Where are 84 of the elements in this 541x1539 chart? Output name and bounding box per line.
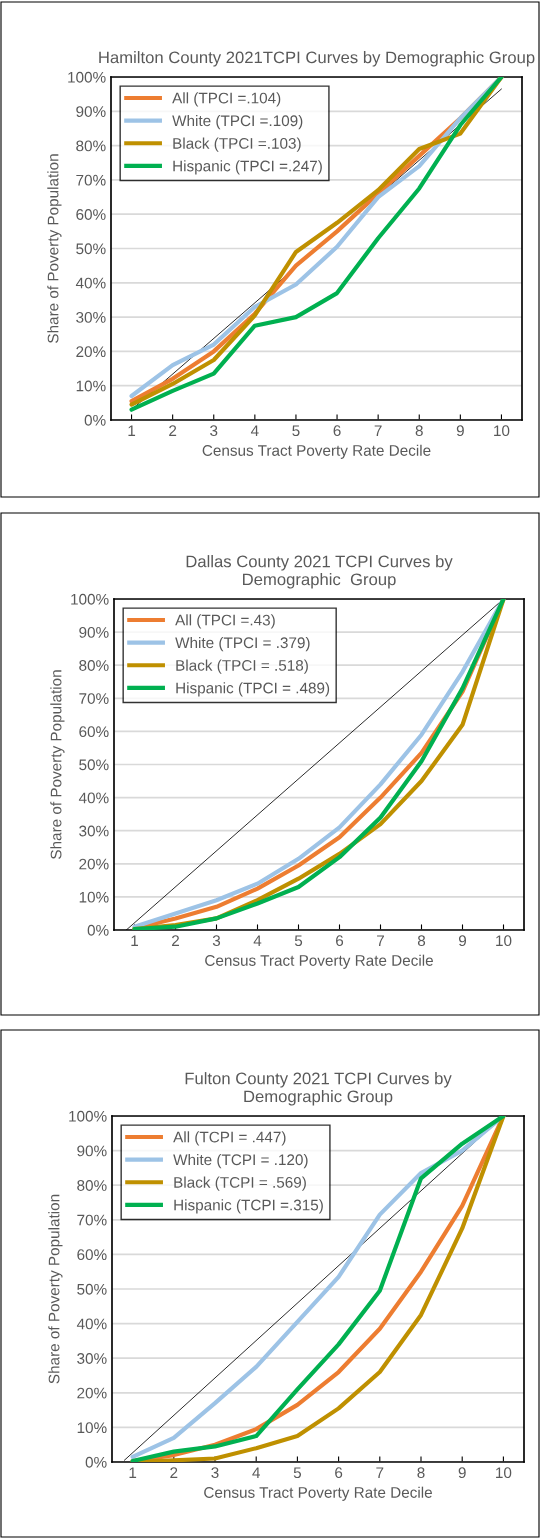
- y-tick-label: 10%: [79, 891, 109, 903]
- y-tick-label: 60%: [76, 209, 106, 220]
- x-tick-label: 3: [212, 935, 221, 947]
- y-tick-label: 50%: [79, 759, 109, 771]
- x-tick-label: 6: [335, 1467, 343, 1479]
- x-tick-label: 2: [169, 425, 177, 436]
- y-tick-label: 30%: [77, 1353, 107, 1364]
- y-tick-label: 70%: [77, 1214, 107, 1226]
- y-tick-label: 60%: [79, 726, 109, 738]
- y-tick-label: 20%: [76, 346, 106, 358]
- legend-label: White (TCPI = .120): [173, 1153, 308, 1169]
- y-tick-label: 80%: [77, 1180, 107, 1191]
- x-tick-label: 10: [496, 1467, 512, 1479]
- legend-label: Black (TCPI = .569): [174, 1176, 306, 1191]
- x-tick-label: 8: [417, 1467, 425, 1479]
- x-tick-label: 3: [211, 1467, 219, 1479]
- y-axis-title: Share of Poverty Population: [47, 154, 62, 343]
- x-tick-label: 7: [376, 1467, 384, 1478]
- y-tick-label: 40%: [78, 792, 109, 804]
- y-tick-label: 90%: [77, 1145, 107, 1157]
- chart-title: Hamilton County 2021TCPI Curves by Demographic Group: [99, 51, 535, 67]
- legend-label: Hispanic (TPCI = .489): [176, 682, 330, 697]
- y-tick-label: 50%: [77, 1283, 107, 1295]
- y-tick-label: 80%: [79, 660, 109, 671]
- y-tick-label: 60%: [77, 1249, 107, 1261]
- x-tick-label: 7: [374, 425, 382, 436]
- y-tick-label: 40%: [76, 1318, 107, 1330]
- legend-label: Hispanic (TPCI =.247): [173, 160, 322, 175]
- y-tick-label: 20%: [77, 1387, 107, 1399]
- y-tick-label: 90%: [79, 626, 109, 638]
- y-axis-title: Share of Poverty Population: [48, 1194, 63, 1384]
- legend-label: Black (TPCI =.103): [173, 137, 301, 152]
- legend-label: White (TPCI =.109): [172, 114, 303, 130]
- x-tick-label: 10: [496, 935, 512, 947]
- y-tick-label: 80%: [76, 140, 106, 152]
- y-tick-label: 0%: [85, 1456, 107, 1468]
- x-tick-label: 1: [128, 425, 136, 436]
- x-tick-label: 5: [292, 425, 300, 437]
- y-tick-label: 50%: [76, 243, 106, 255]
- x-tick-label: 7: [377, 935, 384, 946]
- x-tick-label: 2: [172, 935, 179, 946]
- y-tick-label: 100%: [69, 1110, 107, 1122]
- y-tick-label: 70%: [79, 693, 109, 704]
- x-axis-title: Census Tract Poverty Rate Decile: [205, 954, 433, 969]
- x-tick-label: 9: [458, 1467, 466, 1479]
- y-tick-label: 30%: [79, 825, 109, 837]
- x-tick-label: 10: [494, 425, 510, 437]
- y-tick-label: 10%: [76, 380, 106, 392]
- x-tick-label: 3: [210, 425, 218, 437]
- x-tick-label: 8: [417, 935, 426, 947]
- y-tick-label: 40%: [75, 277, 106, 289]
- legend-label: Black (TPCI = .518): [176, 659, 308, 674]
- y-tick-label: 20%: [79, 858, 109, 870]
- chart-title: Dallas County 2021 TCPI Curves by Demographic Group: [186, 555, 453, 589]
- x-tick-label: 4: [253, 935, 262, 946]
- x-tick-label: 1: [131, 935, 138, 946]
- legend-label: White (TPCI = .379): [175, 636, 310, 652]
- x-tick-label: 6: [333, 425, 341, 437]
- legend-label: All (TCPI = .447): [173, 1131, 286, 1146]
- y-tick-label: 100%: [71, 593, 109, 605]
- legend-label: Hispanic (TCPI =.315): [174, 1199, 323, 1214]
- legend-label: All (TPCI =.43): [175, 614, 275, 629]
- y-tick-label: 70%: [76, 174, 106, 186]
- x-tick-label: 8: [415, 425, 423, 437]
- x-tick-label: 2: [170, 1467, 178, 1478]
- x-tick-label: 1: [129, 1467, 137, 1478]
- x-tick-label: 5: [293, 1467, 302, 1479]
- chart-title: Fulton County 2021 TCPI Curves by Demographic Group: [185, 1072, 452, 1106]
- x-tick-label: 6: [336, 935, 344, 947]
- y-tick-label: 10%: [77, 1422, 107, 1434]
- x-tick-label: 4: [250, 425, 259, 436]
- legend-label: All (TPCI =.104): [172, 92, 281, 107]
- x-tick-label: 5: [294, 935, 303, 947]
- x-tick-label: 9: [456, 425, 464, 437]
- y-tick-label: 100%: [68, 71, 106, 83]
- y-tick-label: 0%: [87, 924, 109, 936]
- y-tick-label: 90%: [76, 106, 106, 117]
- y-tick-label: 0%: [84, 414, 106, 426]
- x-axis-title: Census Tract Poverty Rate Decile: [204, 1486, 432, 1501]
- x-tick-label: 4: [252, 1467, 260, 1478]
- y-tick-label: 30%: [76, 311, 106, 323]
- y-axis-title: Share of Poverty Population: [50, 670, 65, 859]
- x-axis-title: Census Tract Poverty Rate Decile: [202, 444, 431, 459]
- x-tick-label: 9: [458, 935, 467, 947]
